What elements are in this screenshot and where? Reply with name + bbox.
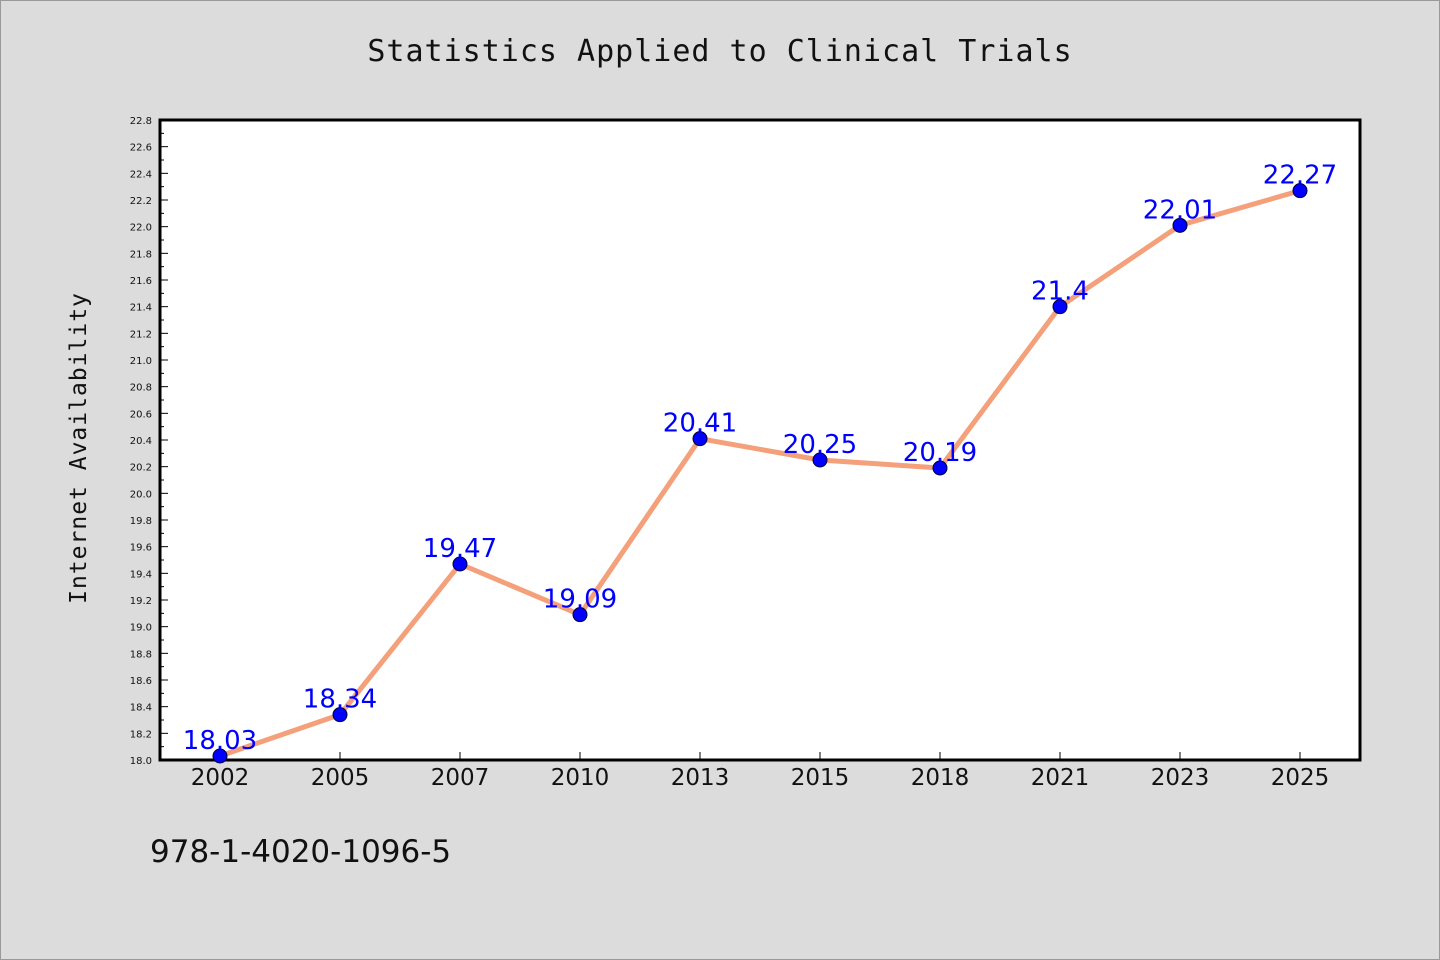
y-tick-label: 21.0: [130, 356, 152, 367]
x-tick-label: 2010: [551, 765, 610, 791]
y-tick-label: 20.4: [130, 436, 152, 447]
y-tick-label: 20.2: [130, 463, 152, 474]
series-markers: [212, 183, 1308, 764]
y-tick-label: 20.6: [130, 409, 152, 420]
y-tick-label: 18.2: [130, 729, 152, 740]
x-tick-label: 2013: [671, 765, 730, 791]
y-axis: 18.0 18.2 18.4 18.6 18.8 19.0 19.2 19.4 19.6 19.8…: [130, 116, 168, 767]
y-tick-label: 22.2: [130, 196, 152, 207]
x-tick-label: 2018: [911, 765, 970, 791]
data-label: 21.4: [1031, 277, 1089, 307]
data-point: [932, 460, 948, 476]
y-tick-label: 21.4: [130, 303, 152, 314]
y-tick-label: 19.8: [130, 516, 152, 527]
data-labels: 18.03 18.34 19.47 19.09 20.41 20.25 20.19 21.4 2…: [183, 161, 1337, 756]
data-label: 22.01: [1143, 195, 1217, 225]
isbn-text: 978-1-4020-1096-5: [150, 834, 452, 870]
data-point: [452, 556, 468, 572]
y-tick-label: 18.4: [130, 703, 152, 714]
y-tick-label: 22.6: [130, 143, 152, 154]
data-point: [1172, 217, 1188, 233]
x-tick-label: 2023: [1151, 765, 1210, 791]
y-tick-label: 18.8: [130, 649, 152, 660]
y-tick-label: 19.0: [130, 623, 152, 634]
data-label: 20.41: [663, 409, 737, 439]
y-tick-label: 19.4: [130, 569, 152, 580]
x-tick-label: 2021: [1031, 765, 1090, 791]
data-label: 20.25: [783, 430, 857, 460]
data-point: [212, 748, 228, 764]
y-tick-label: 20.8: [130, 383, 152, 394]
y-tick-label: 22.4: [130, 169, 152, 180]
data-point: [332, 707, 348, 723]
chart-title: Statistics Applied to Clinical Trials: [367, 34, 1073, 69]
y-tick-label: 21.2: [130, 329, 152, 340]
data-point: [692, 431, 708, 447]
y-tick-label: 18.0: [130, 756, 152, 767]
x-tick-label: 2015: [791, 765, 850, 791]
data-point: [1052, 299, 1068, 315]
x-tick-label: 2007: [431, 765, 490, 791]
data-label: 18.03: [183, 726, 257, 756]
x-tick-label: 2005: [311, 765, 370, 791]
y-tick-label: 22.0: [130, 223, 152, 234]
y-tick-label: 18.6: [130, 676, 152, 687]
y-tick-label: 21.8: [130, 249, 152, 260]
plot-area: [158, 118, 1362, 762]
data-point: [572, 607, 588, 623]
data-point: [812, 452, 828, 468]
x-tick-label: 2002: [191, 765, 250, 791]
data-label: 19.09: [543, 585, 617, 615]
data-label: 19.47: [423, 534, 497, 564]
y-tick-label: 22.8: [130, 116, 152, 127]
data-label: 22.27: [1263, 161, 1337, 191]
data-point: [1292, 183, 1308, 199]
y-axis-label: Internet Availability: [66, 292, 92, 604]
y-tick-label: 20.0: [130, 489, 152, 500]
x-axis: 2002 2005 2007 2010 2013 2015 2018 2021 2023 2025: [191, 752, 1330, 791]
data-label: 20.19: [903, 438, 977, 468]
y-tick-label: 19.2: [130, 596, 152, 607]
y-tick-label: 19.6: [130, 543, 152, 554]
series-line: [217, 188, 1303, 759]
y-tick-label: 21.6: [130, 276, 152, 287]
data-label: 18.34: [303, 685, 377, 715]
x-tick-label: 2025: [1271, 765, 1330, 791]
